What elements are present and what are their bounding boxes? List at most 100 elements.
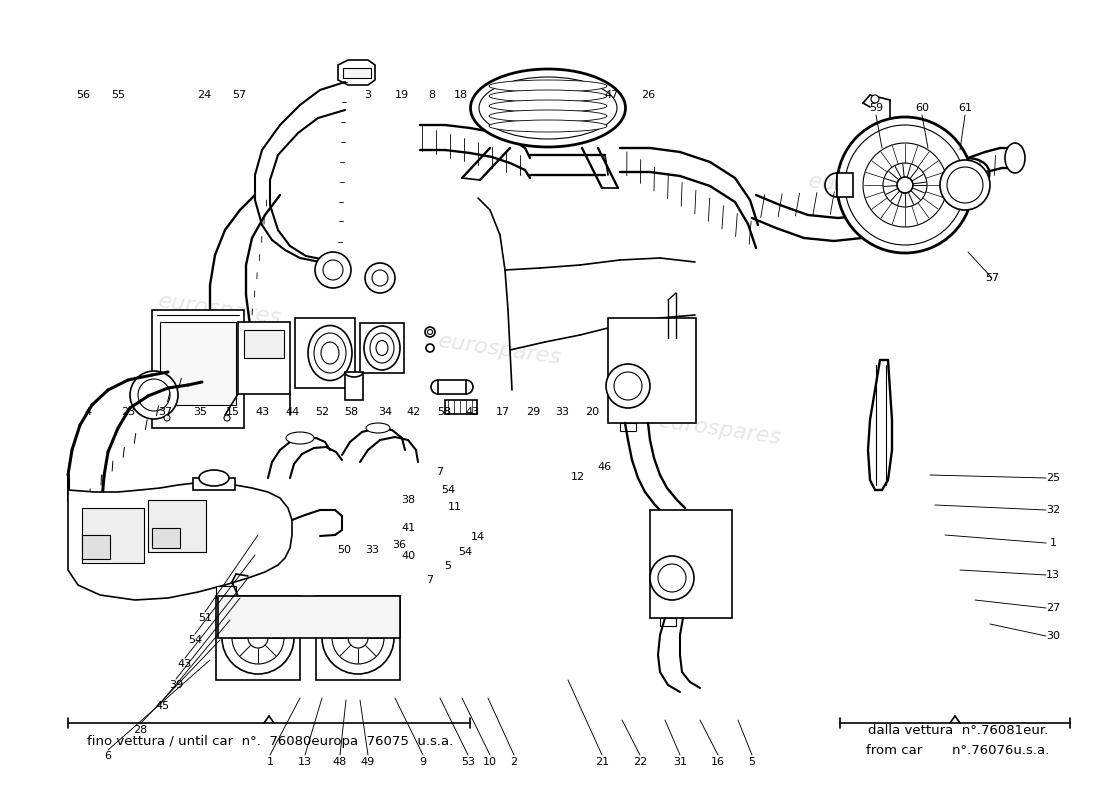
Text: 25: 25	[1046, 473, 1060, 483]
Text: 48: 48	[333, 757, 348, 767]
Text: from car       n°.76076u.s.a.: from car n°.76076u.s.a.	[867, 743, 1049, 757]
Ellipse shape	[931, 158, 989, 198]
Ellipse shape	[364, 326, 400, 370]
Text: 29: 29	[526, 407, 540, 417]
Circle shape	[650, 556, 694, 600]
Circle shape	[947, 167, 983, 203]
Text: 45: 45	[156, 701, 170, 711]
Bar	[620, 423, 636, 431]
Bar	[216, 596, 300, 680]
Circle shape	[224, 415, 230, 421]
Circle shape	[164, 415, 170, 421]
Text: 11: 11	[448, 502, 462, 512]
Ellipse shape	[490, 80, 607, 92]
Text: 24: 24	[197, 90, 211, 100]
Ellipse shape	[286, 432, 313, 444]
Ellipse shape	[1005, 143, 1025, 173]
Text: 6: 6	[104, 751, 111, 761]
Bar	[360, 323, 404, 373]
Circle shape	[323, 260, 343, 280]
Text: 58: 58	[437, 407, 451, 417]
Text: 52: 52	[315, 407, 329, 417]
Text: 39: 39	[169, 680, 183, 690]
Text: 8: 8	[428, 90, 436, 100]
Text: 16: 16	[711, 757, 725, 767]
Text: 13: 13	[298, 757, 312, 767]
Circle shape	[322, 602, 394, 674]
Text: 4: 4	[85, 407, 91, 417]
Text: fino vettura / until car  n°.  76080europa  76075  u.s.a.: fino vettura / until car n°. 76080europa…	[87, 735, 453, 749]
Ellipse shape	[370, 333, 394, 363]
Circle shape	[348, 628, 369, 648]
Text: 1: 1	[1049, 538, 1056, 548]
Ellipse shape	[478, 77, 617, 139]
Circle shape	[138, 379, 170, 411]
Text: 13: 13	[1046, 570, 1060, 580]
Text: 57: 57	[984, 273, 999, 283]
Text: 43: 43	[466, 407, 480, 417]
Circle shape	[372, 270, 388, 286]
Text: 57: 57	[232, 90, 246, 100]
Text: 43: 43	[255, 407, 270, 417]
Text: 35: 35	[192, 407, 207, 417]
Bar	[660, 618, 676, 626]
Ellipse shape	[921, 185, 959, 211]
Text: 3: 3	[364, 90, 372, 100]
Text: 10: 10	[483, 757, 497, 767]
Circle shape	[428, 330, 432, 334]
Text: 42: 42	[407, 407, 421, 417]
Bar	[152, 528, 180, 548]
Ellipse shape	[490, 90, 607, 102]
Circle shape	[426, 344, 434, 352]
Circle shape	[425, 327, 435, 337]
Ellipse shape	[490, 100, 607, 112]
Text: 51: 51	[198, 613, 212, 623]
Ellipse shape	[199, 470, 229, 486]
Text: eurospares: eurospares	[657, 411, 783, 449]
Ellipse shape	[308, 326, 352, 381]
Bar	[82, 535, 110, 559]
Text: 26: 26	[641, 90, 656, 100]
Text: eurospares: eurospares	[157, 291, 283, 329]
Circle shape	[130, 371, 178, 419]
Ellipse shape	[376, 341, 388, 355]
Circle shape	[883, 163, 927, 207]
Circle shape	[606, 364, 650, 408]
Text: 37: 37	[158, 407, 172, 417]
Bar	[316, 596, 400, 680]
Text: 56: 56	[76, 90, 90, 100]
Text: 18: 18	[454, 90, 469, 100]
Bar	[650, 510, 732, 618]
Bar	[608, 318, 696, 423]
Bar	[192, 478, 235, 490]
Text: 43: 43	[178, 659, 192, 669]
Bar	[82, 508, 144, 563]
Circle shape	[222, 602, 294, 674]
Bar	[837, 173, 852, 197]
Ellipse shape	[926, 189, 954, 207]
Text: 27: 27	[1046, 603, 1060, 613]
Text: 21: 21	[595, 757, 609, 767]
Text: 17: 17	[496, 407, 510, 417]
Circle shape	[332, 612, 384, 664]
Text: 1: 1	[266, 757, 274, 767]
Ellipse shape	[314, 333, 346, 373]
Text: 34: 34	[378, 407, 392, 417]
Text: 53: 53	[461, 757, 475, 767]
Text: 38: 38	[400, 495, 415, 505]
Bar	[244, 330, 284, 358]
Ellipse shape	[471, 69, 626, 147]
Circle shape	[864, 143, 947, 227]
Circle shape	[940, 160, 990, 210]
Bar	[438, 380, 466, 394]
Bar	[160, 322, 236, 405]
Text: 41: 41	[400, 523, 415, 533]
Text: 20: 20	[585, 407, 600, 417]
Text: 7: 7	[437, 467, 443, 477]
Text: 7: 7	[427, 575, 433, 585]
Text: 23: 23	[121, 407, 135, 417]
Text: 14: 14	[471, 532, 485, 542]
Circle shape	[248, 628, 268, 648]
Text: 33: 33	[365, 545, 380, 555]
Circle shape	[232, 612, 284, 664]
